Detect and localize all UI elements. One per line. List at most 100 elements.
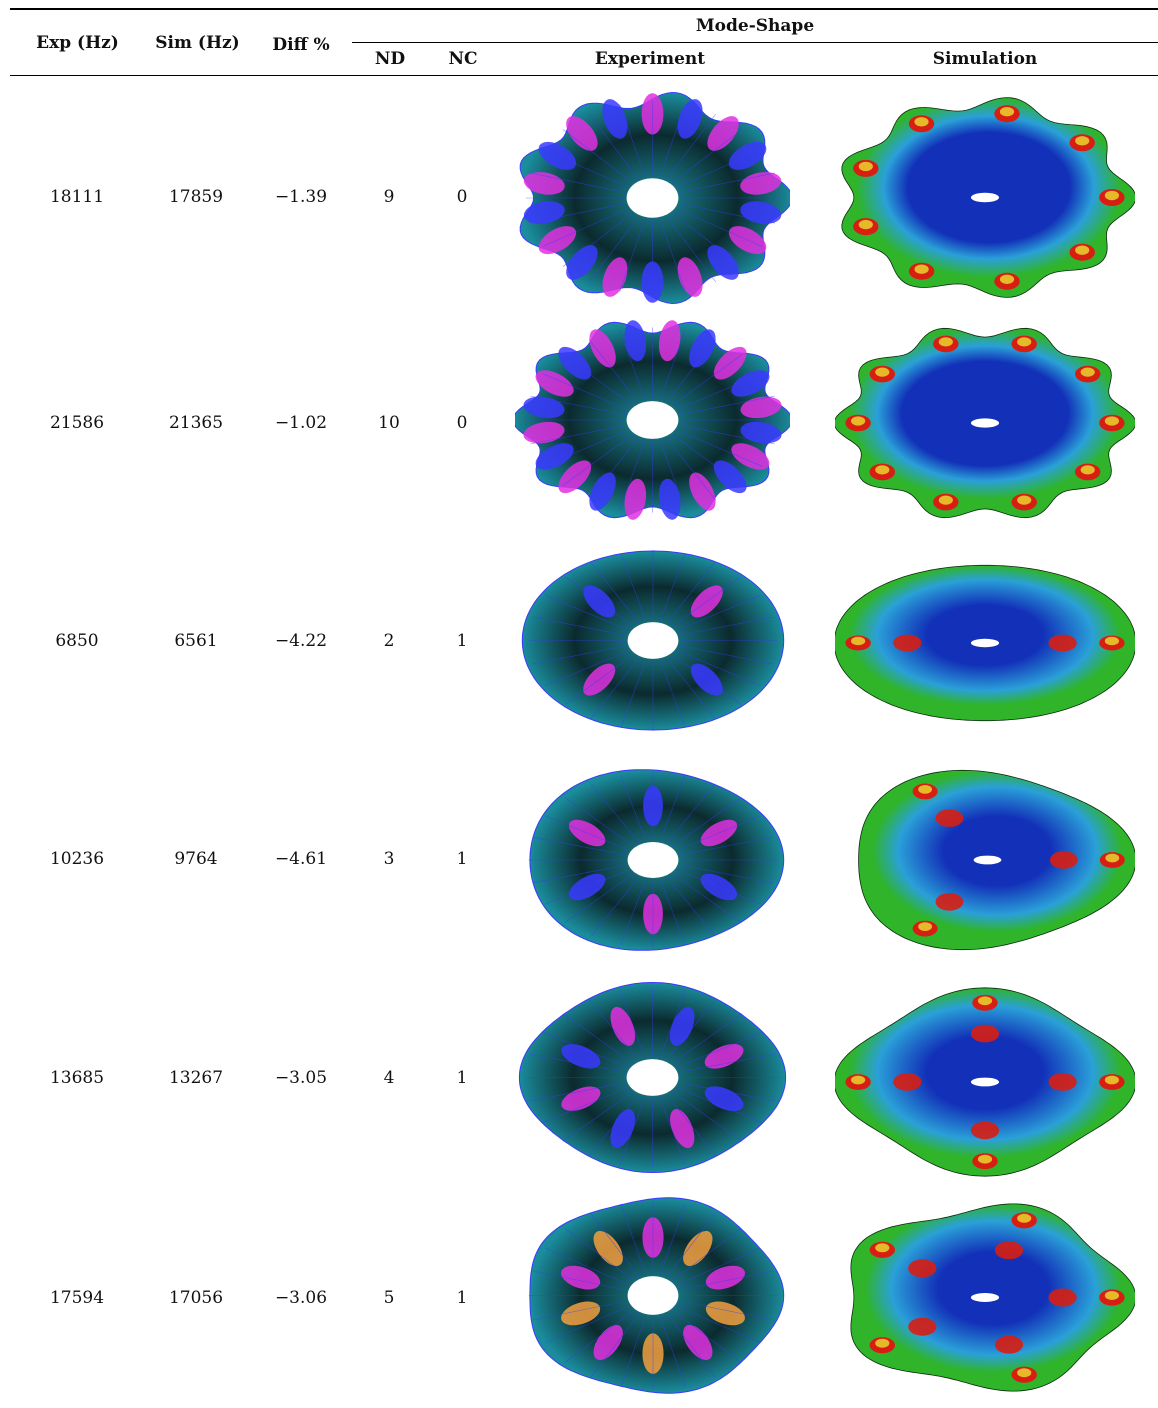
experiment-mesh-line	[542, 373, 629, 410]
experiment-mesh-line	[666, 783, 716, 844]
simulation-peak-highlight	[1017, 337, 1032, 347]
simulation-peak-highlight	[1104, 1075, 1119, 1085]
top-rule	[10, 8, 1158, 10]
experiment-mesh-line	[672, 129, 743, 183]
sim-value: 13267	[168, 1068, 224, 1088]
experiment-mesh-line	[588, 437, 639, 501]
experiment-antinode	[658, 478, 681, 520]
simulation-peak-highlight	[1017, 495, 1032, 505]
experiment-mesh-line	[620, 553, 647, 622]
sim-value: 17056	[168, 1288, 224, 1308]
experiment-mesh-line	[659, 439, 686, 510]
experiment-mesh-line	[659, 1203, 686, 1275]
simulation-peak-highlight	[875, 465, 890, 475]
nc-value: 1	[456, 631, 468, 651]
simulation-mode-shape-svg	[835, 987, 1135, 1177]
sim-value: 9764	[174, 849, 218, 869]
experiment-mesh-line	[532, 645, 627, 665]
experiment-mesh-line	[679, 1300, 774, 1321]
simulation-peak-highlight	[914, 117, 929, 127]
exp-value: 21586	[49, 413, 105, 433]
experiment-mesh-line	[677, 1305, 761, 1344]
experiment-mesh-line	[590, 876, 640, 937]
experiment-mesh-line	[672, 654, 742, 705]
simulation-peak-highlight	[914, 264, 929, 274]
experiment-antinode	[610, 1109, 636, 1149]
diff-value: −1.02	[274, 413, 328, 433]
experiment-mode-shape-svg	[515, 320, 790, 520]
experiment-antinode	[731, 370, 770, 397]
simulation-mode-shape-svg	[835, 564, 1135, 722]
nc-value: 0	[456, 187, 468, 207]
experiment-antinode	[535, 443, 574, 470]
simulation-peak-highlight	[858, 219, 873, 230]
experiment-mesh-line	[679, 172, 775, 193]
nc-value: 1	[456, 1068, 468, 1088]
experiment-mesh-line	[676, 430, 763, 467]
experiment-mesh-line	[666, 216, 717, 283]
simulation-mode-shape-svg	[841, 97, 1135, 298]
simulation-inner-peak	[935, 893, 964, 911]
experiment-mesh-line	[659, 878, 686, 946]
header-exp: Exp (Hz)	[36, 33, 119, 53]
experiment-antinode	[683, 1324, 713, 1361]
experiment-antinode	[705, 1301, 745, 1326]
experiment-center-hole	[627, 1276, 679, 1315]
header-nc: NC	[448, 49, 478, 69]
sim-value: 17859	[168, 187, 224, 207]
experiment-center-hole	[626, 178, 679, 218]
experiment-mesh-line	[666, 999, 717, 1061]
exp-value: 6850	[55, 631, 99, 651]
experiment-mesh-line	[679, 836, 774, 856]
simulation-peak-highlight	[918, 922, 932, 931]
experiment-mode-shape-image	[515, 315, 790, 525]
experiment-antinode	[705, 1265, 745, 1290]
simulation-peak-highlight	[1080, 367, 1095, 377]
simulation-peak-highlight	[977, 1154, 993, 1164]
experiment-center-hole	[626, 1059, 679, 1096]
nc-value: 0	[456, 413, 468, 433]
experiment-mesh-line	[545, 1247, 629, 1286]
experiment-mesh-line	[659, 990, 686, 1059]
experiment-mesh-line	[530, 172, 626, 193]
experiment-mesh-line	[619, 439, 646, 510]
simulation-peak-highlight	[875, 1338, 890, 1348]
header-nd: ND	[374, 49, 406, 69]
experiment-mesh-line	[679, 203, 775, 224]
simulation-peak-highlight	[851, 636, 866, 646]
experiment-mesh-line	[619, 1096, 646, 1165]
experiment-mesh-line	[677, 869, 761, 905]
nd-value: 3	[383, 849, 395, 869]
experiment-antinode	[740, 396, 782, 419]
nd-value: 10	[378, 413, 400, 433]
experiment-mesh-line	[659, 104, 686, 178]
simulation-inner-peak	[1049, 851, 1078, 869]
exp-value: 17594	[49, 1288, 105, 1308]
experiment-mesh-line	[588, 1094, 639, 1156]
experiment-mesh-line	[532, 864, 627, 884]
experiment-antinode	[566, 245, 598, 280]
simulation-peak-highlight	[875, 1243, 890, 1253]
experiment-mesh-line	[620, 659, 647, 728]
simulation-peak-highlight	[999, 274, 1015, 284]
experiment-antinode	[669, 1006, 695, 1046]
experiment-mode-shape-svg	[528, 1197, 785, 1394]
experiment-antinode	[731, 443, 770, 470]
experiment-mesh-line	[679, 645, 774, 665]
experiment-mesh-line	[677, 650, 761, 686]
experiment-mesh-line	[672, 1310, 742, 1363]
experiment-mesh-line	[545, 815, 629, 851]
simulation-peak-highlight	[1075, 245, 1090, 255]
experiment-mesh-line	[564, 576, 634, 627]
experiment-mesh-line	[542, 430, 629, 467]
experiment-antinode	[523, 421, 565, 444]
simulation-peak-highlight	[1104, 1291, 1119, 1300]
simulation-inner-peak	[935, 809, 964, 827]
experiment-mesh-line	[677, 815, 761, 851]
simulation-center-hole	[970, 418, 1000, 428]
experiment-mesh-line	[542, 149, 629, 188]
experiment-antinode	[670, 1109, 695, 1149]
experiment-mesh-line	[530, 1053, 626, 1073]
simulation-inner-peak	[1048, 634, 1077, 652]
header-mode-shape: Mode-Shape	[695, 16, 815, 36]
